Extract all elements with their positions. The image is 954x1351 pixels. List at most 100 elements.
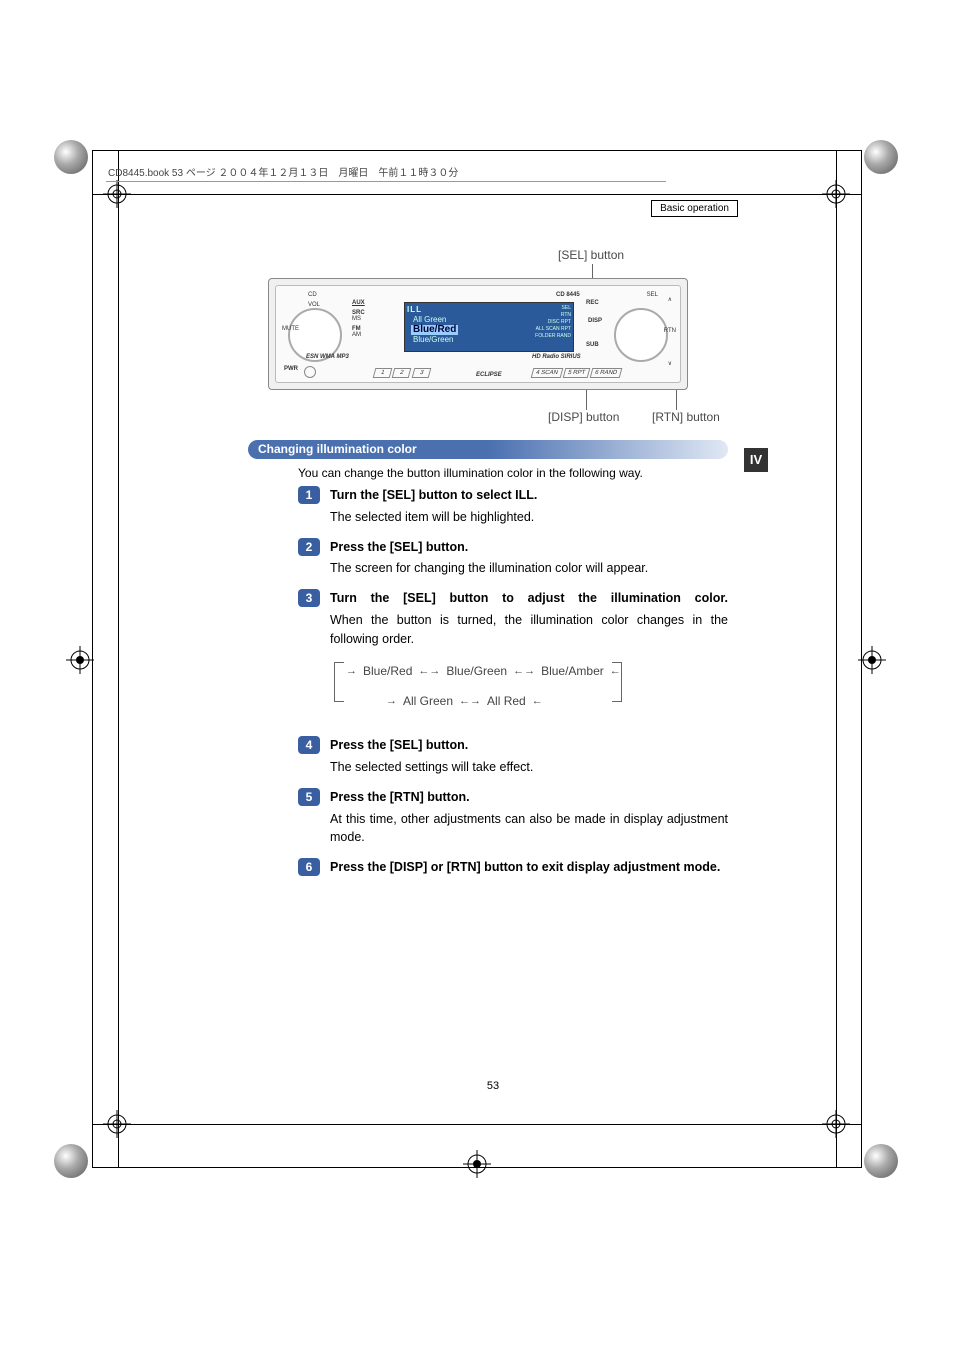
- flow-item: All Red: [487, 692, 526, 710]
- lcd-r2: DISC RPT: [535, 319, 571, 326]
- step-desc: When the button is turned, the illuminat…: [330, 611, 728, 649]
- corner-ball-bl: [54, 1144, 88, 1178]
- device-illustration: CD VOL PWR AUX SRC MS FM AM MUTE ESN WMA…: [268, 278, 688, 390]
- registration-mark: [463, 1150, 491, 1178]
- crop-line: [118, 150, 119, 1168]
- step-4: 4 Press the [SEL] button. The selected s…: [298, 736, 738, 780]
- page-number: 53: [487, 1080, 499, 1092]
- up-icon: ∧: [668, 296, 672, 303]
- rtn-label: RTN: [664, 328, 676, 334]
- step-title: Press the [DISP] or [RTN] button to exit…: [330, 858, 728, 877]
- preset-buttons: 1 2 3: [374, 368, 430, 378]
- btn-4: 4 SCAN: [531, 368, 563, 378]
- intro-text: You can change the button illumination c…: [298, 466, 643, 480]
- lcd-line-1-selected: Blue/Red: [411, 325, 458, 335]
- lcd-r0: SEL: [535, 305, 571, 312]
- step-number: 1: [298, 486, 320, 504]
- registration-mark: [66, 646, 94, 674]
- lead-line: [586, 390, 587, 410]
- brand-label: ECLIPSE: [476, 372, 502, 378]
- section-title-bar: Changing illumination color: [248, 440, 728, 459]
- arrow-icon: ←→: [513, 663, 535, 680]
- step-desc: The selected settings will take effect.: [330, 758, 738, 777]
- disp-label: DISP: [588, 318, 602, 324]
- bracket-left-icon: [334, 662, 344, 702]
- btn-5: 5 RPT: [562, 368, 590, 378]
- step-number: 4: [298, 736, 320, 754]
- btn-1: 1: [373, 368, 393, 378]
- btn-6: 6 RAND: [589, 368, 622, 378]
- step-title: Turn the [SEL] button to select ILL.: [330, 486, 738, 505]
- arrow-icon: ←→: [418, 663, 440, 680]
- left-labels: AUX SRC MS FM AM: [352, 300, 365, 338]
- knob-cd-label: CD: [308, 292, 317, 298]
- step-number: 6: [298, 858, 320, 876]
- crop-line: [92, 1124, 862, 1125]
- btn-2: 2: [392, 368, 412, 378]
- step-number: 2: [298, 538, 320, 556]
- lcd-right-text: SEL RTN DISC RPT ALL SCAN RPT FOLDER RAN…: [535, 305, 571, 340]
- lcd-r3: ALL SCAN RPT: [535, 326, 571, 333]
- mute-label: MUTE: [282, 326, 299, 332]
- sel-label: SEL: [647, 292, 658, 298]
- arrow-icon: ←→: [459, 693, 481, 710]
- arrow-icon: →: [346, 663, 357, 680]
- registration-mark: [858, 646, 886, 674]
- corner-ball-tr: [864, 140, 898, 174]
- step-title: Press the [SEL] button.: [330, 538, 738, 557]
- model-label: CD 8445: [556, 292, 580, 298]
- am-label: AM: [352, 332, 365, 338]
- header-category-box: Basic operation: [651, 200, 738, 217]
- step-number: 5: [298, 788, 320, 806]
- flow-row-2: → All Green ←→ All Red ←: [386, 692, 543, 710]
- btn-3: 3: [411, 368, 431, 378]
- color-flow-diagram: → Blue/Red ←→ Blue/Green ←→ Blue/Amber ←…: [330, 658, 738, 718]
- rec-label: REC: [586, 300, 599, 306]
- down-icon: ∨: [668, 360, 672, 367]
- step-1: 1 Turn the [SEL] button to select ILL. T…: [298, 486, 738, 530]
- aux-label: AUX: [352, 300, 365, 306]
- pwr-label: PWR: [284, 366, 298, 372]
- step-title: Turn the [SEL] button to adjust the illu…: [330, 589, 728, 608]
- step-2: 2 Press the [SEL] button. The screen for…: [298, 538, 738, 582]
- corner-ball-br: [864, 1144, 898, 1178]
- flow-item: Blue/Red: [363, 662, 412, 680]
- corner-ball-tl: [54, 140, 88, 174]
- ir-receiver-icon: [304, 366, 316, 378]
- chapter-tab: IV: [744, 448, 768, 472]
- bracket-right-icon: [612, 662, 622, 702]
- lead-line: [676, 390, 677, 410]
- book-header: CD8445.book 53 ページ ２００４年１２月１３日 月曜日 午前１１時…: [106, 164, 666, 182]
- step-desc: The selected item will be highlighted.: [330, 508, 738, 527]
- flow-row-1: → Blue/Red ←→ Blue/Green ←→ Blue/Amber ←: [346, 662, 621, 680]
- sub-label: SUB: [586, 342, 599, 348]
- steps-list: 1 Turn the [SEL] button to select ILL. T…: [298, 486, 738, 888]
- arrow-icon: ←: [532, 693, 543, 710]
- knob-select: [614, 308, 668, 362]
- step-title: Press the [SEL] button.: [330, 736, 738, 755]
- step-5: 5 Press the [RTN] button. At this time, …: [298, 788, 738, 850]
- lcd-r4: FOLDER RAND: [535, 333, 571, 340]
- flow-item: All Green: [403, 692, 453, 710]
- step-desc: The screen for changing the illumination…: [330, 559, 738, 578]
- lcd-r1: RTN: [535, 312, 571, 319]
- ms-label: MS: [352, 316, 365, 322]
- device-face: CD VOL PWR AUX SRC MS FM AM MUTE ESN WMA…: [275, 285, 681, 383]
- step-6: 6 Press the [DISP] or [RTN] button to ex…: [298, 858, 738, 880]
- step-desc: At this time, other adjustments can also…: [330, 810, 728, 848]
- flow-item: Blue/Amber: [541, 662, 604, 680]
- label-sel-button: [SEL] button: [558, 248, 624, 262]
- radio-text: HD Radio SIRIUS: [532, 354, 581, 360]
- arrow-icon: →: [386, 693, 397, 710]
- esn-strip: ESN WMA MP3: [306, 354, 349, 360]
- label-disp-button: [DISP] button: [548, 410, 619, 424]
- step-title: Press the [RTN] button.: [330, 788, 738, 807]
- crop-line: [92, 194, 862, 195]
- flow-item: Blue/Green: [446, 662, 507, 680]
- preset-buttons-2: 4 SCAN 5 RPT 6 RAND: [532, 368, 621, 378]
- label-rtn-button: [RTN] button: [652, 410, 720, 424]
- knob-vol-label: VOL: [308, 302, 320, 308]
- step-number: 3: [298, 589, 320, 607]
- lcd-screen: ILL All Green Blue/Red Blue/Green SEL RT…: [404, 302, 574, 352]
- step-3: 3 Turn the [SEL] button to adjust the il…: [298, 589, 738, 728]
